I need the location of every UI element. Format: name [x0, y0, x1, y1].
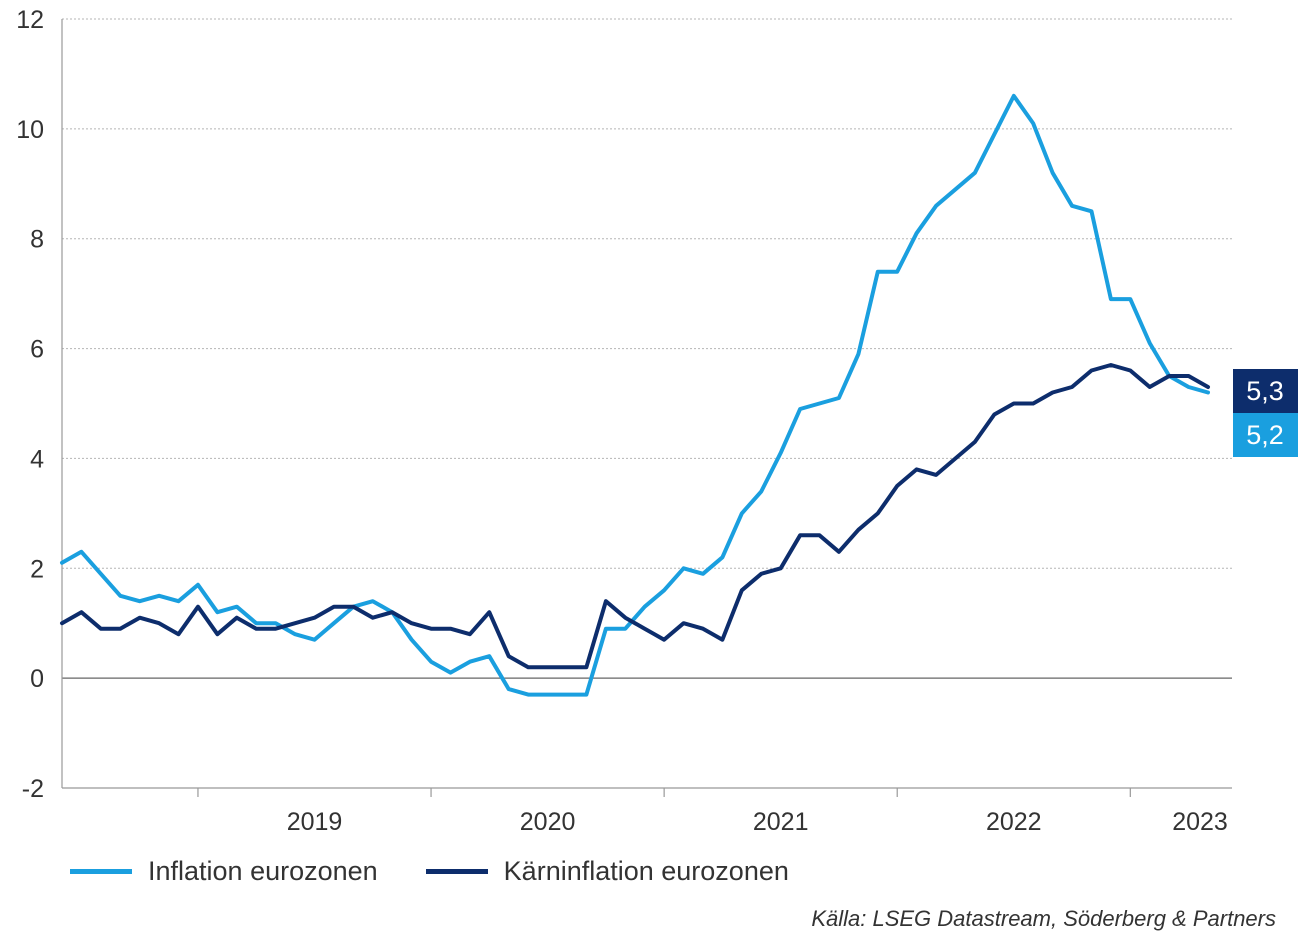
- legend-label-core-inflation: Kärninflation eurozonen: [503, 856, 789, 886]
- end-label-core-inflation: 5,3: [1233, 369, 1298, 413]
- legend-swatch-core-inflation: [425, 869, 488, 874]
- y-tick-label: 10: [16, 116, 44, 144]
- end-label-core-inflation-box: [1233, 369, 1298, 413]
- series-line-inflation: [60, 93, 1210, 697]
- y-tick-label: 0: [30, 665, 44, 693]
- y-tick-label: 4: [30, 445, 44, 473]
- legend-label-inflation: Inflation eurozonen: [148, 856, 378, 886]
- x-tick-label: 2020: [520, 808, 576, 836]
- x-tick-label: 2021: [753, 808, 809, 836]
- source-note: Källa: LSEG Datastream, Söderberg & Part…: [811, 906, 1276, 931]
- end-labels: 5,35,2: [1233, 369, 1298, 457]
- legend: Inflation eurozonen Kärninflation eurozo…: [70, 856, 837, 887]
- y-tick-label: 12: [16, 6, 44, 34]
- legend-item-inflation[interactable]: Inflation eurozonen: [70, 856, 378, 887]
- x-tick-label: 2022: [986, 808, 1042, 836]
- y-tick-label: 2: [30, 555, 44, 583]
- x-tick-label: 2019: [287, 808, 343, 836]
- end-label-inflation-box: [1233, 413, 1298, 457]
- legend-item-core-inflation[interactable]: Kärninflation eurozonen: [425, 856, 789, 887]
- y-tick-label: -2: [22, 775, 44, 803]
- y-tick-label: 8: [30, 226, 44, 254]
- legend-swatch-inflation: [70, 869, 132, 874]
- y-tick-label: 6: [30, 336, 44, 364]
- series-lines: [60, 93, 1210, 697]
- x-axis: 2019 2020 2021 2022 2023: [62, 787, 1232, 836]
- end-label-inflation: 5,2: [1233, 413, 1298, 457]
- end-label-inflation-text: 5,2: [1246, 420, 1284, 450]
- series-line-core-inflation: [60, 363, 1210, 670]
- y-axis: 12 10 8 6 4 2 0 -2: [16, 6, 63, 803]
- end-label-core-inflation-text: 5,3: [1246, 376, 1284, 406]
- grid-lines: [62, 18, 1232, 679]
- x-tick-label: 2023: [1172, 808, 1228, 836]
